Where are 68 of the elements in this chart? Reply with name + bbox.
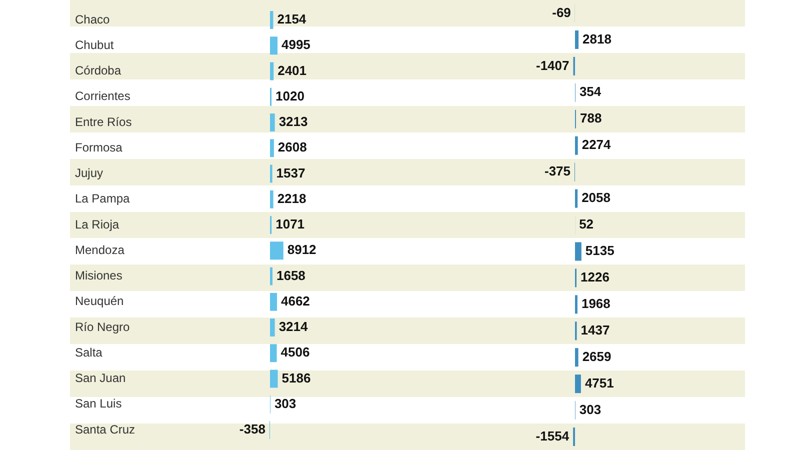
y-tick-label: La Rioja	[75, 217, 120, 232]
bar	[575, 136, 578, 155]
bar	[270, 318, 275, 336]
data-label: 5135	[585, 243, 614, 258]
data-label: 2659	[582, 348, 612, 364]
data-label: 2154	[277, 12, 307, 27]
y-tick-label: Misiones	[75, 268, 122, 283]
data-label: 4662	[280, 293, 310, 308]
y-tick-label: Chubut	[75, 38, 114, 52]
bar	[270, 36, 278, 55]
y-tick-label: Formosa	[75, 140, 123, 154]
data-label: 2274	[582, 137, 612, 152]
data-label: 4995	[281, 37, 310, 52]
data-label: 2401	[278, 62, 307, 78]
bar	[575, 348, 578, 367]
bar	[270, 139, 274, 158]
data-label: 2058	[582, 190, 610, 206]
data-label: 52	[579, 216, 594, 232]
bar	[270, 62, 274, 80]
data-label: 1020	[276, 88, 304, 104]
bar	[270, 344, 277, 362]
data-label: 8912	[287, 242, 316, 258]
bar	[270, 114, 275, 132]
data-label: 1226	[580, 270, 610, 285]
data-label: 4506	[280, 344, 310, 360]
bar	[270, 11, 274, 29]
bar	[575, 30, 579, 49]
y-tick-label: Río Negro	[75, 320, 130, 334]
data-label: -375	[544, 164, 571, 179]
data-label: 4751	[584, 375, 614, 390]
bar	[270, 242, 284, 260]
data-label: 3214	[278, 319, 309, 334]
y-tick-label: Jujuy	[75, 166, 104, 180]
data-label: 354	[579, 84, 602, 100]
y-tick-label: Entre Ríos	[75, 114, 132, 129]
y-tick-label: Mendoza	[75, 242, 125, 257]
data-label: 1537	[276, 165, 306, 180]
data-label: 303	[579, 402, 602, 417]
bar	[575, 374, 581, 394]
bar	[270, 190, 274, 208]
data-label: 1968	[581, 296, 610, 311]
data-label: -1407	[536, 58, 570, 73]
y-tick-label: Salta	[75, 345, 103, 360]
data-label: 2608	[278, 140, 307, 155]
data-label: 5186	[282, 370, 311, 386]
y-tick-label: Chaco	[75, 12, 110, 26]
y-tick-label: Córdoba	[75, 64, 122, 78]
data-label: 1437	[580, 322, 610, 338]
y-tick-label: San Juan	[75, 371, 126, 386]
y-tick-label: San Luis	[75, 396, 122, 411]
y-tick-label: La Pampa	[75, 192, 130, 206]
bar	[575, 189, 578, 208]
bar	[270, 292, 277, 311]
data-label: 1658	[276, 268, 306, 283]
data-label: 303	[274, 396, 296, 411]
y-tick-label: Santa Cruz	[75, 422, 136, 436]
data-label: 2218	[277, 190, 306, 206]
data-label: 788	[580, 110, 602, 126]
data-label: -1554	[536, 428, 570, 444]
y-tick-label: Neuquén	[75, 294, 124, 308]
y-tick-label: Corrientes	[75, 89, 130, 104]
bar	[575, 242, 582, 261]
data-label: 1071	[276, 216, 305, 232]
data-label: 3213	[278, 114, 308, 130]
data-label: -358	[239, 422, 266, 437]
bar	[270, 370, 278, 388]
data-label: 2818	[582, 31, 612, 46]
data-label: -69	[552, 4, 571, 20]
